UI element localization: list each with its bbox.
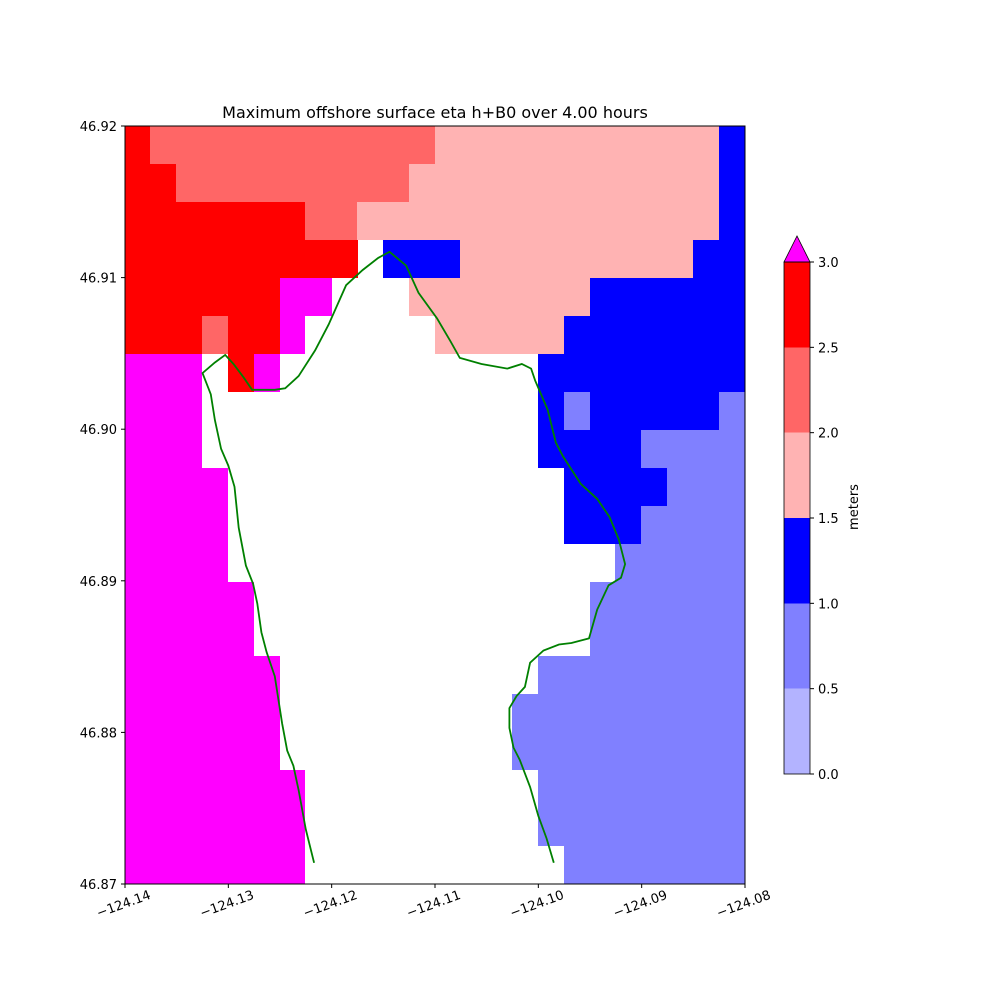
heatmap-cell [125,164,176,202]
heatmap-cell [280,316,305,354]
heatmap-cell [357,202,719,240]
colorbar-tick-label: 0.5 [818,683,839,698]
heatmap-cell [383,240,460,278]
colorbar-tick-label: 0.0 [818,768,839,783]
heatmap-cell [125,582,254,656]
heatmap-cell [125,468,228,582]
colorbar-bands [784,262,810,774]
heatmap-cell [667,468,745,506]
heatmap-cell [512,694,745,770]
y-tick-label: 46.89 [80,575,117,590]
y-tick-label: 46.91 [80,272,117,287]
heatmap-cell [125,240,358,278]
heatmap-cell [590,392,719,430]
heatmap-cell [125,316,202,354]
heatmap-cell [280,278,332,316]
heatmap-cell [150,126,435,164]
y-tick-label: 46.90 [80,423,117,438]
heatmap-cell [693,240,745,278]
heatmap-cell [176,164,409,202]
heatmap-cell [564,506,641,544]
heatmap-cell [590,278,745,316]
colorbar-tick-label: 3.0 [818,256,839,271]
heatmap-cell [564,392,590,430]
chart-title: Maximum offshore surface eta h+B0 over 4… [222,103,648,122]
colorbar-band [784,347,810,433]
heatmap-cell [409,278,590,316]
colorbar-band [784,432,810,518]
heatmap-cell [590,582,745,656]
colorbar-tick-label: 1.5 [818,512,839,527]
heatmap-cell [564,316,745,354]
heatmap-cell [254,354,280,392]
colorbar-ticks: 0.0 0.5 1.0 1.5 2.0 2.5 3.0 [810,256,839,783]
heatmap-cell [538,656,745,694]
heatmap-cell [615,544,745,582]
heatmap-cell [641,430,745,468]
heatmap-cell [719,126,745,240]
heatmap-cell [228,316,280,354]
colorbar-band [784,262,810,348]
heatmap-cell [564,468,667,506]
heatmap-cell [538,770,745,846]
heatmap-cell [125,126,150,164]
heatmap-cell [435,316,564,354]
heatmap-cell [460,240,693,278]
heatmap-cell [641,506,745,544]
y-tick-label: 46.92 [80,120,117,135]
colorbar: 0.0 0.5 1.0 1.5 2.0 2.5 3.0 meters [783,235,862,783]
y-tick-label: 46.88 [80,726,117,741]
heatmap-cell [538,354,745,392]
heatmap-cells [125,126,745,884]
heatmap-cell [719,392,745,430]
heatmap-cell [435,126,719,164]
heatmap-cell [125,770,305,884]
colorbar-tick-label: 2.5 [818,341,839,356]
heatmap-cell [305,202,357,240]
colorbar-tick-label: 2.0 [818,427,839,442]
heatmap-cell [125,278,280,316]
heatmap-cell [409,164,719,202]
heatmap-cell [125,656,280,770]
colorbar-band [784,688,810,774]
heatmap-cell [125,202,305,240]
coastline-line [201,250,627,864]
plot-area [124,125,746,885]
heatmap-cell [202,316,228,354]
heatmap-cell [564,846,745,884]
colorbar-band [784,518,810,604]
colorbar-tick-label: 1.0 [818,597,839,612]
heatmap-cell [125,354,202,468]
y-tick-label: 46.87 [80,878,117,893]
colorbar-label: meters [847,484,862,530]
y-axis: 46.87 46.88 46.89 46.90 46.91 46.92 [80,120,125,893]
colorbar-band [784,603,810,689]
